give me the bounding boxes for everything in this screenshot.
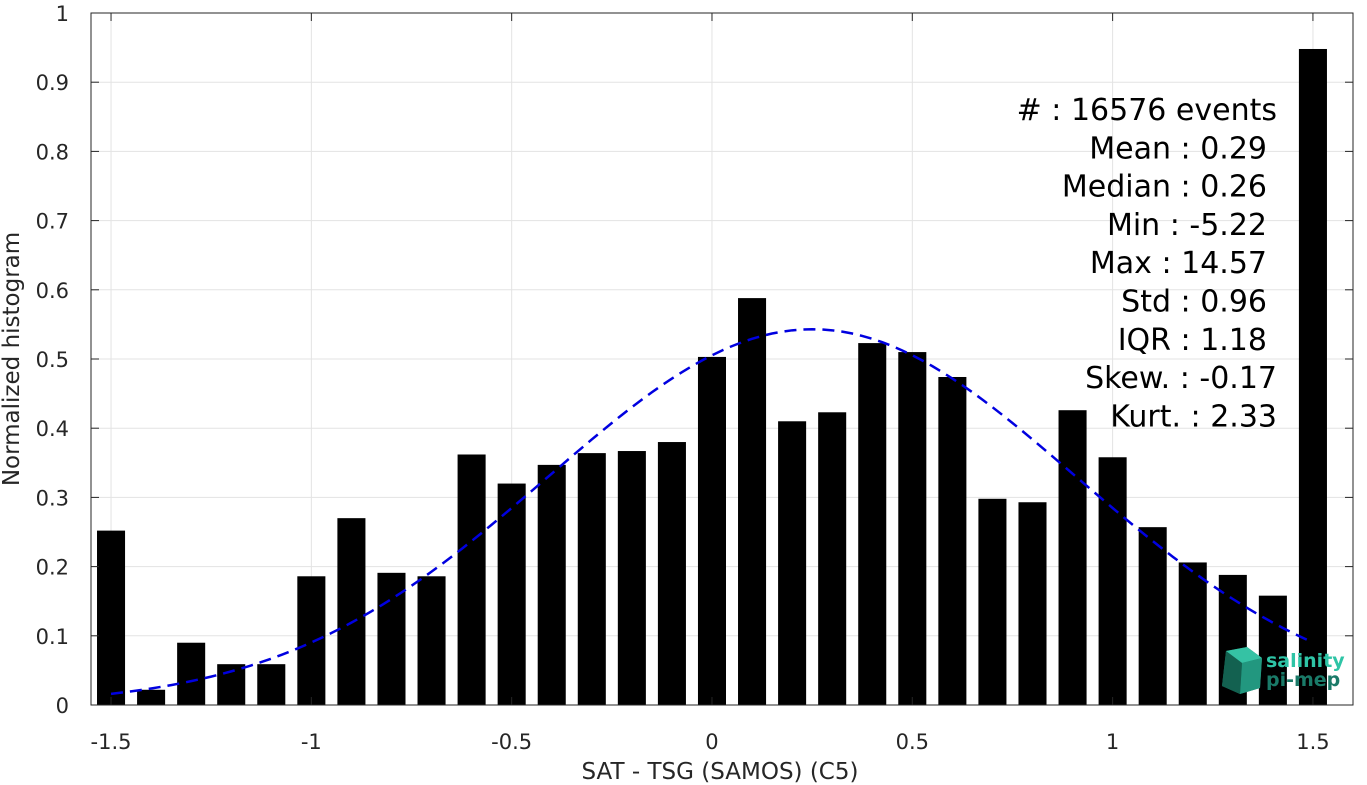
x-axis-label: SAT - TSG (SAMOS) (C5): [582, 759, 859, 785]
y-tick-label: 0.1: [36, 625, 69, 649]
histogram-bar: [377, 572, 406, 705]
salinity-pi-mep-logo: salinity pi-mep: [1222, 647, 1345, 694]
histogram-bars: [97, 48, 1327, 705]
y-tick-label: 1: [56, 2, 69, 26]
y-tick-label: 0.3: [36, 486, 69, 510]
y-tick-label: 0.6: [36, 279, 69, 303]
histogram-bar: [1138, 527, 1167, 705]
histogram-bar: [577, 453, 606, 705]
stat-line: IQR : 1.18: [1118, 323, 1267, 358]
histogram-bar: [697, 356, 727, 705]
x-tick-label: -1: [301, 730, 322, 754]
histogram-bar: [1058, 410, 1087, 705]
histogram-bar: [818, 412, 847, 705]
histogram-bar: [858, 343, 887, 705]
histogram-bar: [417, 576, 446, 705]
stat-line: # : 16576 events: [1017, 93, 1277, 128]
y-tick-label: 0.5: [36, 348, 69, 372]
histogram-bar: [137, 689, 166, 705]
histogram-bar: [1098, 457, 1127, 705]
y-tick-label: 0: [56, 694, 69, 718]
y-axis-label: Normalized histogram: [0, 232, 25, 486]
stat-line: Mean : 0.29: [1089, 131, 1267, 166]
histogram-bar: [257, 664, 286, 705]
logo-cube-icon: [1222, 647, 1262, 694]
stat-line: Skew. : -0.17: [1085, 361, 1277, 396]
y-tick-label: 0.9: [36, 71, 69, 95]
histogram-bar: [537, 464, 566, 705]
histogram-bar: [1258, 595, 1287, 705]
histogram-bar: [1298, 48, 1327, 705]
y-tick-label: 0.4: [36, 417, 69, 441]
x-axis-ticks: -1.5 -1 -0.5 0 0.5 1 1.5: [91, 13, 1330, 754]
x-tick-label: 1.5: [1296, 730, 1329, 754]
x-tick-label: 1: [1106, 730, 1119, 754]
histogram-bar: [738, 298, 767, 705]
logo-line2: pi-mep: [1266, 669, 1340, 691]
x-tick-label: -1.5: [91, 730, 132, 754]
y-axis-ticks: 0 0.1 0.2 0.3 0.4 0.5 0.6 0.7 0.8 0.9 1: [36, 2, 1353, 718]
stat-line: Std : 0.96: [1121, 285, 1267, 320]
histogram-bar: [617, 451, 646, 705]
histogram-bar: [938, 376, 967, 705]
histogram-bar: [778, 421, 807, 705]
histogram-bar: [177, 642, 206, 705]
y-tick-label: 0.8: [36, 140, 69, 164]
histogram-bar: [457, 454, 486, 705]
histogram-bar: [657, 442, 686, 705]
histogram-bar: [898, 352, 927, 705]
stat-line: Median : 0.26: [1062, 170, 1267, 205]
histogram-bar: [297, 576, 326, 705]
stat-line: Min : -5.22: [1107, 208, 1267, 243]
logo-line1: salinity: [1266, 650, 1345, 672]
fit-curve: [110, 327, 1314, 696]
histogram-bar: [337, 518, 366, 705]
y-tick-label: 0.7: [36, 210, 69, 234]
stat-line: Kurt. : 2.33: [1110, 399, 1277, 434]
histogram-bar: [497, 483, 526, 705]
histogram-bar: [1018, 502, 1047, 705]
stat-line: Max : 14.57: [1090, 246, 1267, 281]
histogram-bar: [978, 498, 1007, 705]
x-tick-label: -0.5: [491, 730, 532, 754]
histogram-bar: [97, 530, 126, 705]
y-tick-label: 0.2: [36, 556, 69, 580]
histogram-bar: [1178, 562, 1207, 705]
x-tick-label: 0.5: [896, 730, 929, 754]
x-tick-label: 0: [705, 730, 718, 754]
